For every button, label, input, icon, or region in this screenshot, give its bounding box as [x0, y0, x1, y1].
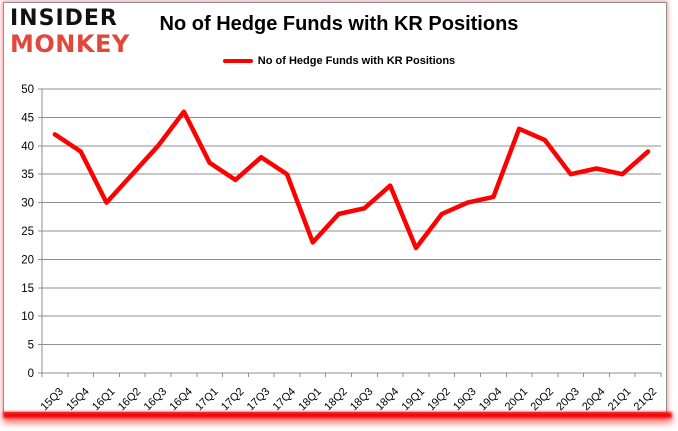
x-axis-tick-label: 15Q3 — [38, 386, 66, 414]
chart-title: No of Hedge Funds with KR Positions — [159, 13, 519, 35]
x-axis-tick-label: 19Q4 — [477, 386, 505, 414]
y-axis-tick-label: 10 — [21, 311, 34, 323]
legend: No of Hedge Funds with KR Positions — [0, 55, 678, 67]
y-axis-tick-label: 30 — [21, 198, 34, 210]
x-axis-tick-label: 21Q1 — [606, 386, 634, 414]
x-axis-tick-label: 16Q1 — [90, 386, 118, 414]
y-axis-tick-label: 5 — [28, 340, 34, 352]
x-axis-tick-label: 20Q1 — [503, 386, 531, 414]
y-axis-tick-label: 25 — [21, 226, 34, 238]
y-axis-tick-label: 50 — [21, 84, 34, 96]
legend-label: No of Hedge Funds with KR Positions — [257, 55, 456, 67]
x-axis-tick-label: 18Q4 — [374, 386, 402, 414]
x-axis-tick-label: 17Q2 — [219, 386, 247, 414]
x-axis-tick-label: 16Q3 — [142, 386, 170, 414]
x-axis-tick-label: 18Q1 — [296, 386, 324, 414]
logo-text-insider: INSIDER — [10, 6, 118, 31]
x-axis-tick-label: 18Q2 — [322, 386, 350, 414]
insider-monkey-logo: INSIDER MONKEY — [10, 6, 130, 58]
x-axis-tick-label: 19Q1 — [400, 386, 428, 414]
x-axis-tick-label: 17Q4 — [271, 386, 299, 414]
x-axis-tick-label: 19Q3 — [451, 386, 479, 414]
x-axis-tick-label: 20Q3 — [554, 386, 582, 414]
x-axis-tick-label: 16Q2 — [116, 386, 144, 414]
x-axis-tick-label: 15Q4 — [64, 386, 92, 414]
x-axis-tick-label: 19Q2 — [425, 386, 453, 414]
x-axis-tick-label: 17Q1 — [193, 386, 221, 414]
y-axis-tick-label: 0 — [28, 368, 34, 380]
x-axis-tick-label: 20Q2 — [529, 386, 557, 414]
y-axis-tick-label: 45 — [21, 112, 34, 124]
x-axis-tick-label: 18Q3 — [348, 386, 376, 414]
data-series-line — [52, 109, 651, 251]
x-axis-tick-label: 20Q4 — [580, 386, 608, 414]
y-axis-tick-label: 40 — [21, 141, 34, 153]
x-axis-tick-label: 21Q2 — [632, 386, 660, 414]
legend-line-swatch — [222, 59, 253, 63]
y-axis-tick-label: 15 — [21, 283, 34, 295]
logo-text-monkey: MONKEY — [10, 30, 130, 58]
y-axis-tick-label: 35 — [21, 169, 34, 181]
y-axis-tick-label: 20 — [21, 254, 34, 266]
x-axis-tick-label: 16Q4 — [167, 386, 195, 414]
red-glow-bar — [3, 412, 672, 418]
x-axis-tick-label: 17Q3 — [245, 386, 273, 414]
